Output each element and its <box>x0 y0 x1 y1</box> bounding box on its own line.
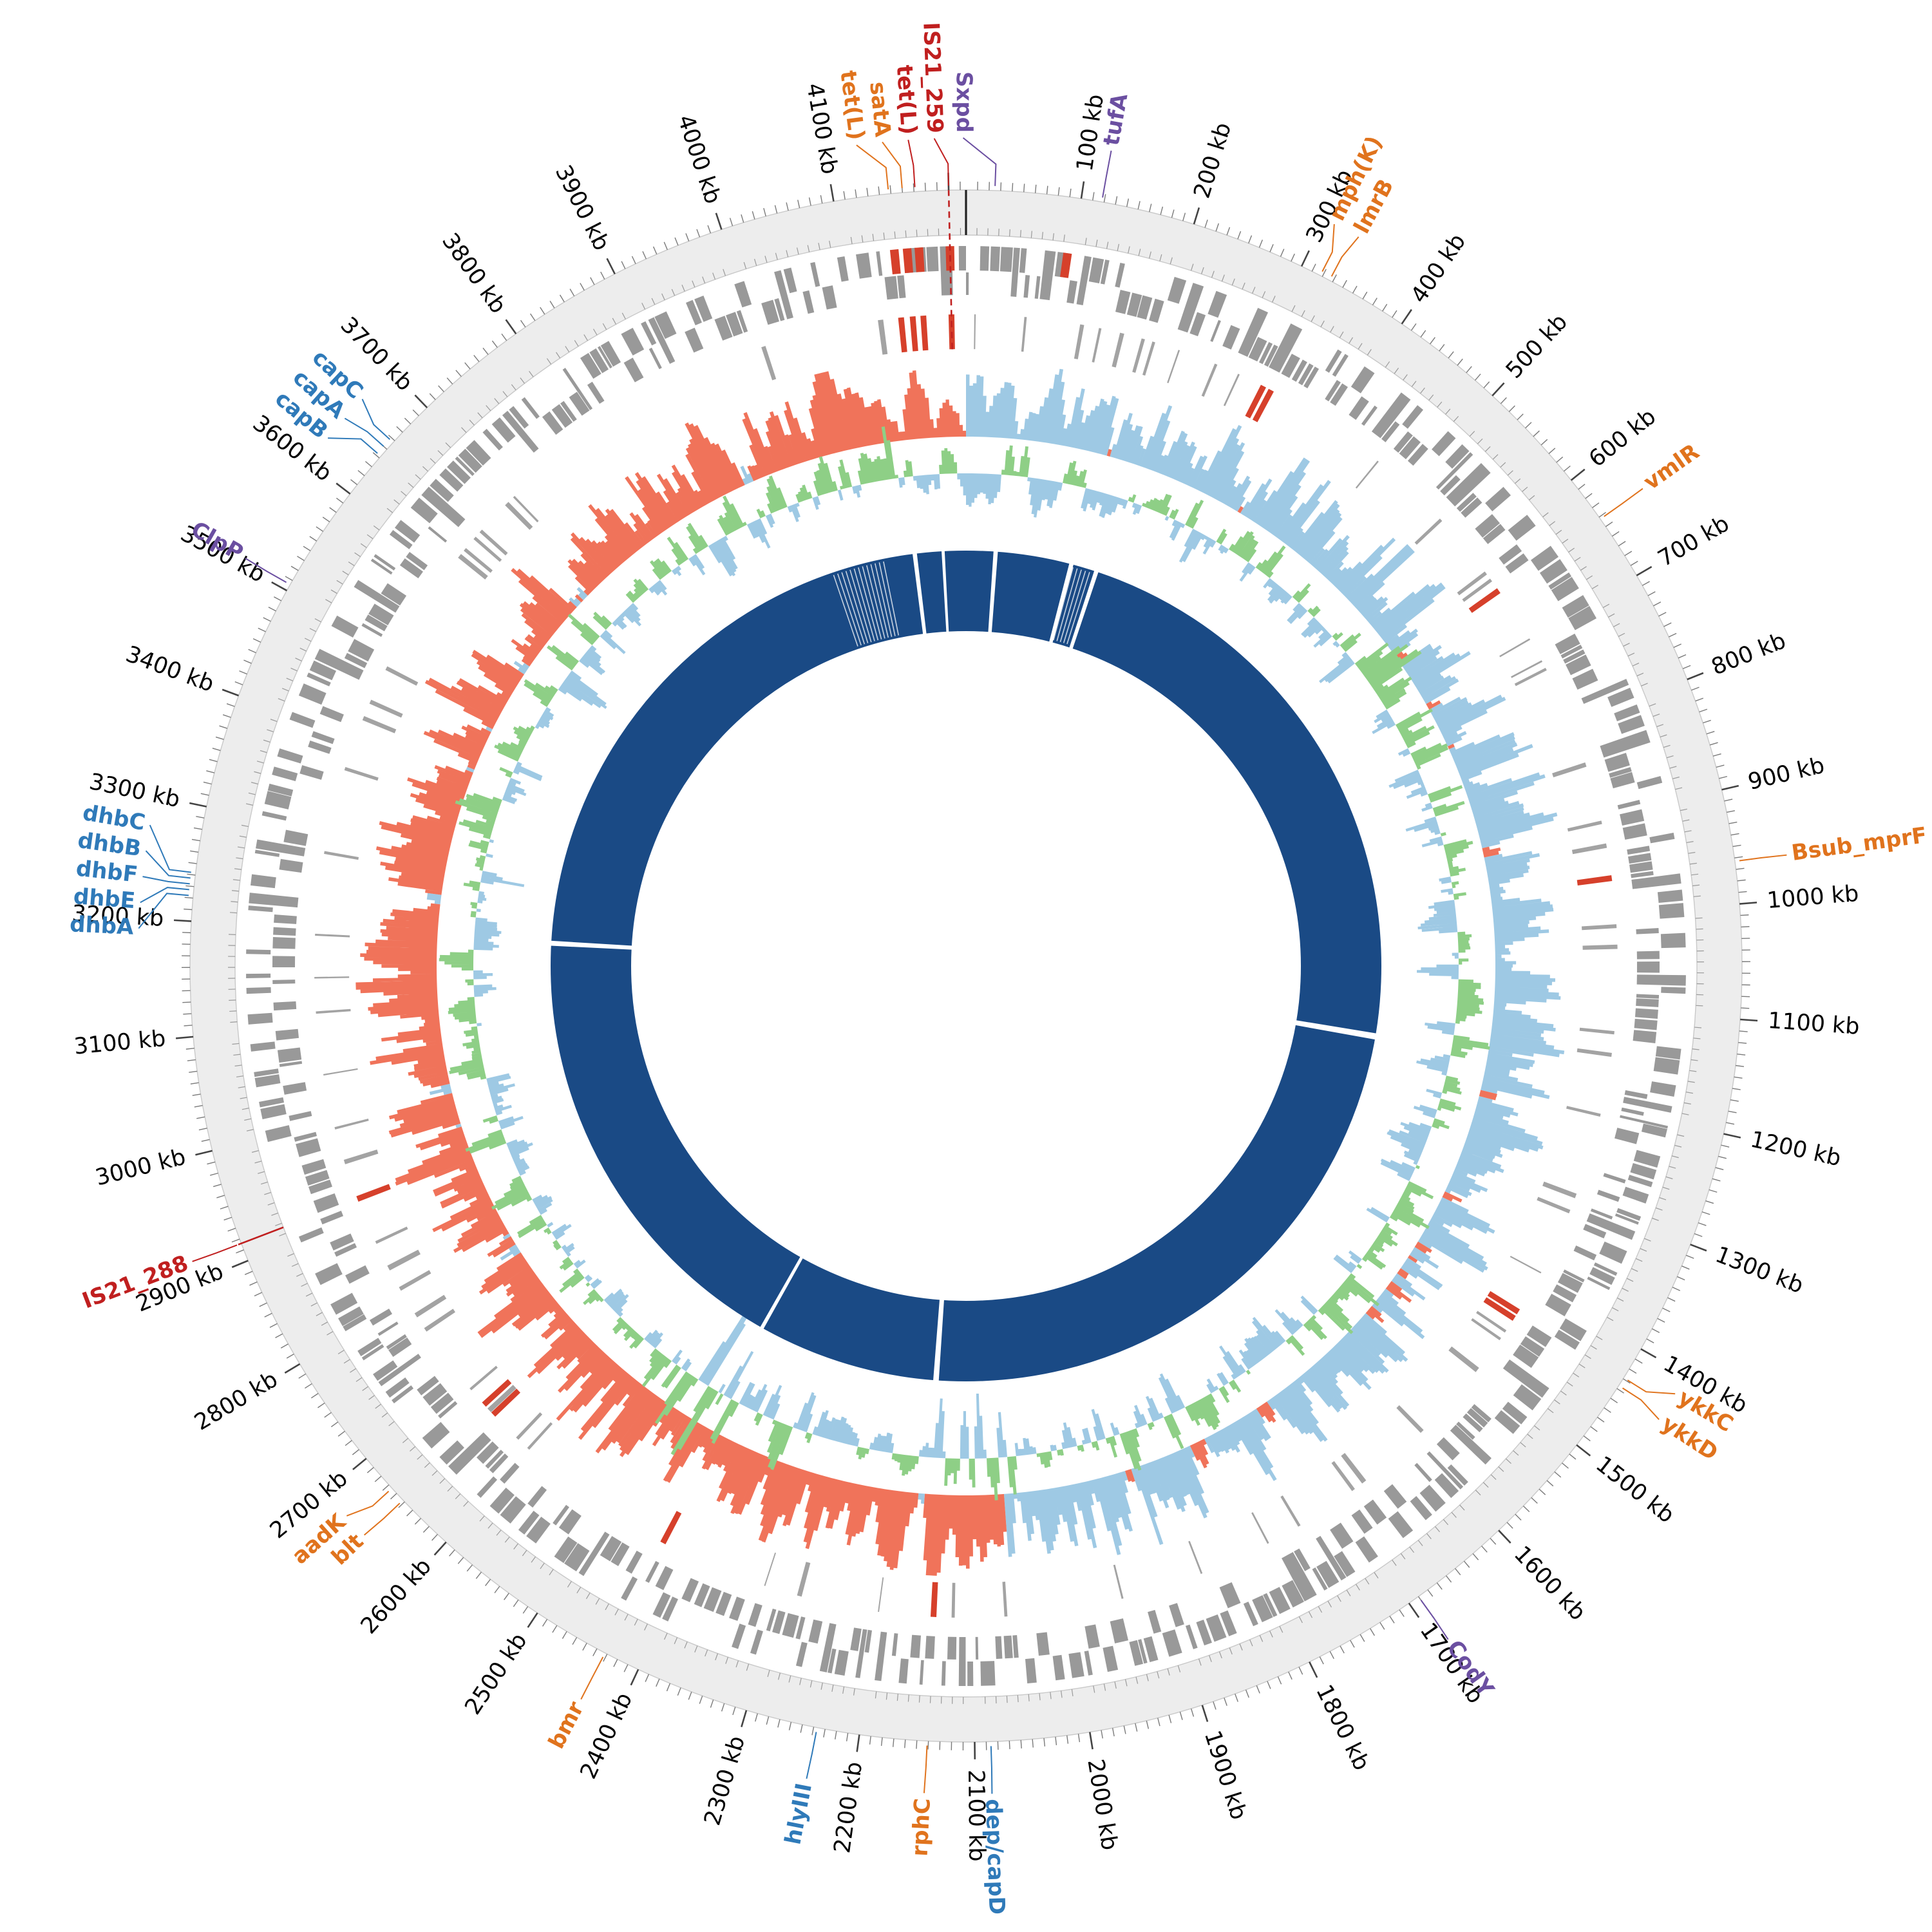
tick-label-3400kb: 3400 kb <box>122 641 218 697</box>
gene-leader-mph(K) <box>1321 224 1335 272</box>
gene-leader-Bsub_mprF <box>1739 854 1787 862</box>
tick-label-1500kb: 1500 kb <box>1591 1452 1679 1529</box>
tick-label-2100kb: 2100 kb <box>963 1770 990 1862</box>
gene-leader-IS21_259 <box>933 138 949 186</box>
gene-leader-rphC <box>923 1745 928 1794</box>
marker-line-IS21_259 <box>947 190 953 350</box>
tick-label-1900kb: 1900 kb <box>1199 1727 1252 1823</box>
tick-label-700kb: 700 kb <box>1654 511 1734 572</box>
gene-leader-vmlR <box>1604 488 1643 517</box>
gene-leader-dhbB <box>145 850 191 879</box>
gene-leader-blt <box>363 1502 401 1536</box>
tick-label-1200kb: 1200 kb <box>1748 1126 1843 1171</box>
gene-label-sxpd: Sxpd <box>951 71 977 133</box>
tick-label-2800kb: 2800 kb <box>190 1367 282 1436</box>
gene-label-dhbe: dhbE <box>73 884 137 914</box>
gene-label-sata: satA <box>864 80 896 138</box>
gene-label-bmr: bmr <box>544 1698 589 1754</box>
tick-label-2000kb: 2000 kb <box>1082 1757 1122 1852</box>
gene-leader-aadK <box>346 1490 390 1517</box>
gene-leader-lmrB <box>1331 236 1359 277</box>
gene-label-dhba: dhbA <box>69 911 135 940</box>
tick-marks <box>173 173 1758 1759</box>
gene-label-bsub-mprf: Bsub_mprF <box>1790 822 1928 866</box>
gene-leader-dhbF <box>142 876 190 885</box>
tick-label-500kb: 500 kb <box>1501 309 1573 384</box>
gene-label-vmlr: vmlR <box>1639 439 1704 496</box>
tick-label-2400kb: 2400 kb <box>576 1689 638 1783</box>
gc-skew-ring <box>355 368 1565 1576</box>
tick-label-3800kb: 3800 kb <box>437 229 511 318</box>
tick-label-1600kb: 1600 kb <box>1509 1541 1591 1625</box>
tick-label-600kb: 600 kb <box>1584 404 1661 473</box>
tick-label-2500kb: 2500 kb <box>460 1629 532 1719</box>
gene-leader-capB <box>328 437 378 454</box>
gene-leader-tet(L) <box>856 144 889 190</box>
gene-leader-ykkC <box>1627 1379 1676 1395</box>
tick-label-800kb: 800 kb <box>1708 628 1790 681</box>
tick-label-200kb: 200 kb <box>1189 120 1237 202</box>
gene-leader-tufA <box>1102 150 1112 198</box>
gene-label-is21-259: IS21_259 <box>918 22 948 134</box>
gene-leader-dep/capD <box>990 1746 993 1794</box>
gene-leader-CodY <box>1420 1600 1449 1640</box>
gene-leader-satA <box>882 141 903 189</box>
feature-highlight-segments <box>356 314 1613 1617</box>
gene-label-tet-l-: tet(L) <box>891 64 922 136</box>
tick-label-2200kb: 2200 kb <box>829 1760 867 1855</box>
gene-label-tet-l-: tet(L) <box>835 69 869 142</box>
tick-label-2300kb: 2300 kb <box>699 1733 750 1828</box>
tick-label-900kb: 900 kb <box>1746 753 1827 795</box>
gene-label-dep-capd: dep/capD <box>980 1799 1010 1915</box>
alignment-ring <box>549 549 1381 1383</box>
gene-label-rphc: rphC <box>907 1797 936 1857</box>
gene-leader-Sxpd <box>962 137 997 186</box>
alignment-stripes <box>833 561 1090 647</box>
cds-ring <box>246 246 1686 1686</box>
tick-label-1800kb: 1800 kb <box>1311 1681 1374 1775</box>
tick-label-1300kb: 1300 kb <box>1712 1242 1807 1299</box>
gene-leader-hlyIII <box>806 1732 817 1779</box>
gene-leader-capC <box>361 399 391 440</box>
gene-leader-ClpP <box>245 557 287 583</box>
tick-label-3900kb: 3900 kb <box>550 161 614 254</box>
gene-leader-capA <box>344 417 384 447</box>
gene-leader-dhbA <box>138 893 189 929</box>
tick-label-4100kb: 4100 kb <box>801 81 842 176</box>
alignment-band <box>551 551 1381 1381</box>
tick-label-3000kb: 3000 kb <box>93 1144 188 1191</box>
gene-leader-IS21_288 <box>192 1244 238 1262</box>
gene-leader-tet(L) <box>907 139 916 187</box>
gene-leader-dhbE <box>140 887 189 904</box>
tick-label-3100kb: 3100 kb <box>73 1026 167 1060</box>
cds-highlight-segments <box>889 246 1072 278</box>
gene-leader-dhbC <box>149 824 191 873</box>
tick-label-400kb: 400 kb <box>1406 229 1471 308</box>
gene-label-hlyiii: hlyIII <box>780 1781 817 1847</box>
tick-label-1000kb: 1000 kb <box>1766 881 1859 914</box>
tick-label-2600kb: 2600 kb <box>356 1553 437 1639</box>
tick-label-4000kb: 4000 kb <box>672 112 726 207</box>
gene-leader-bmr <box>580 1656 604 1700</box>
marker-line-IS21_288 <box>238 1226 284 1245</box>
tick-label-1100kb: 1100 kb <box>1767 1008 1861 1040</box>
gene-leader-ykkD <box>1622 1387 1660 1420</box>
